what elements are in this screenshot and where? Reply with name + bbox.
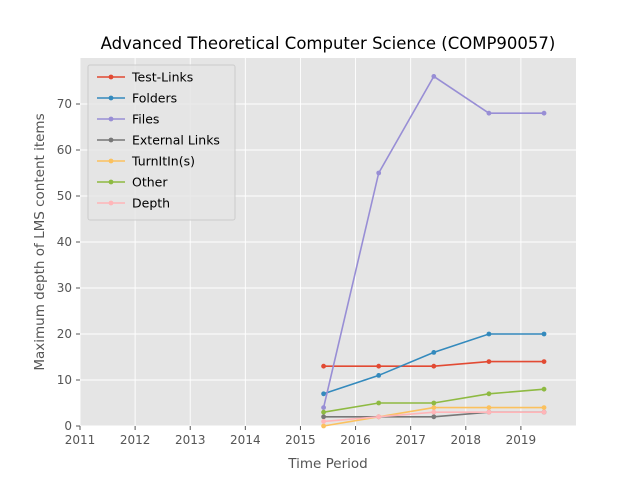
x-axis-ticks: 2011 2012 2013 2014 2015 2016 2017 2018 2019 — [65, 426, 536, 447]
x-tick-label: 2017 — [395, 433, 426, 447]
data-point-turnitin-s — [321, 423, 326, 429]
data-point-depth — [431, 409, 437, 415]
data-point-external-links — [431, 414, 437, 420]
data-point-other — [486, 391, 492, 397]
x-tick-label: 2014 — [230, 433, 261, 447]
data-point-other — [431, 400, 437, 406]
x-tick-label: 2016 — [340, 433, 371, 447]
data-point-other — [321, 409, 326, 415]
data-point-test-links — [486, 359, 492, 364]
data-point-folders — [321, 391, 326, 397]
data-point-test-links — [376, 363, 382, 369]
data-point-test-links — [431, 363, 437, 369]
data-point-other — [541, 386, 547, 392]
data-point-test-links — [541, 359, 547, 364]
legend-swatch-marker — [108, 179, 114, 185]
legend-label: Files — [132, 112, 159, 127]
y-tick-label: 50 — [57, 189, 72, 203]
x-tick-label: 2011 — [65, 433, 96, 447]
data-point-depth — [541, 409, 547, 415]
grid — [79, 58, 576, 427]
legend: Test-Links Folders Files External Links Turn… — [87, 64, 236, 221]
y-axis-label: Maximum depth of LMS content items — [32, 113, 48, 370]
x-tick-label: 2012 — [120, 433, 151, 447]
legend-label: Folders — [132, 91, 177, 106]
legend-swatch-marker — [108, 158, 114, 164]
data-point-folders — [431, 350, 437, 355]
y-tick-label: 40 — [57, 235, 72, 249]
data-point-folders — [541, 331, 547, 337]
x-tick-label: 2018 — [451, 433, 482, 447]
data-point-files — [321, 405, 326, 410]
y-tick-label: 70 — [57, 97, 72, 111]
y-tick-label: 60 — [57, 143, 72, 157]
legend-label: Depth — [132, 196, 170, 211]
legend-label: TurnItIn(s) — [131, 154, 195, 169]
data-point-turnitin-s — [431, 405, 437, 410]
y-tick-label: 10 — [57, 373, 72, 387]
legend-swatch-marker — [108, 200, 114, 206]
data-point-depth — [376, 414, 382, 420]
data-point-other — [376, 400, 382, 406]
data-point-depth — [486, 409, 492, 415]
series-group — [321, 74, 547, 429]
x-axis-label: Time Period — [287, 456, 367, 472]
data-point-depth — [321, 419, 326, 424]
data-point-files — [486, 110, 492, 116]
x-tick-label: 2013 — [175, 433, 206, 447]
data-point-folders — [486, 331, 492, 337]
data-point-files — [541, 110, 547, 116]
legend-swatch-marker — [108, 116, 114, 122]
data-point-files — [376, 170, 382, 176]
data-point-test-links — [321, 363, 326, 369]
legend-swatch-marker — [108, 74, 114, 80]
x-tick-label: 2015 — [285, 433, 316, 447]
data-point-turnitin-s — [486, 405, 492, 410]
y-tick-label: 20 — [57, 327, 72, 341]
legend-label: Test-Links — [131, 70, 193, 85]
y-axis-ticks: 0 10 20 30 40 50 60 70 — [57, 97, 80, 433]
legend-swatch-marker — [108, 95, 114, 101]
data-point-folders — [376, 373, 382, 378]
y-tick-label: 0 — [64, 419, 72, 433]
data-point-files — [431, 74, 437, 79]
legend-label: External Links — [132, 133, 220, 148]
y-tick-label: 30 — [57, 281, 72, 295]
data-point-external-links — [321, 414, 326, 420]
data-point-turnitin-s — [541, 405, 547, 410]
chart-title: Advanced Theoretical Computer Science (C… — [101, 34, 556, 53]
x-tick-label: 2019 — [506, 433, 537, 447]
legend-label: Other — [132, 175, 168, 190]
legend-swatch-marker — [108, 137, 114, 143]
